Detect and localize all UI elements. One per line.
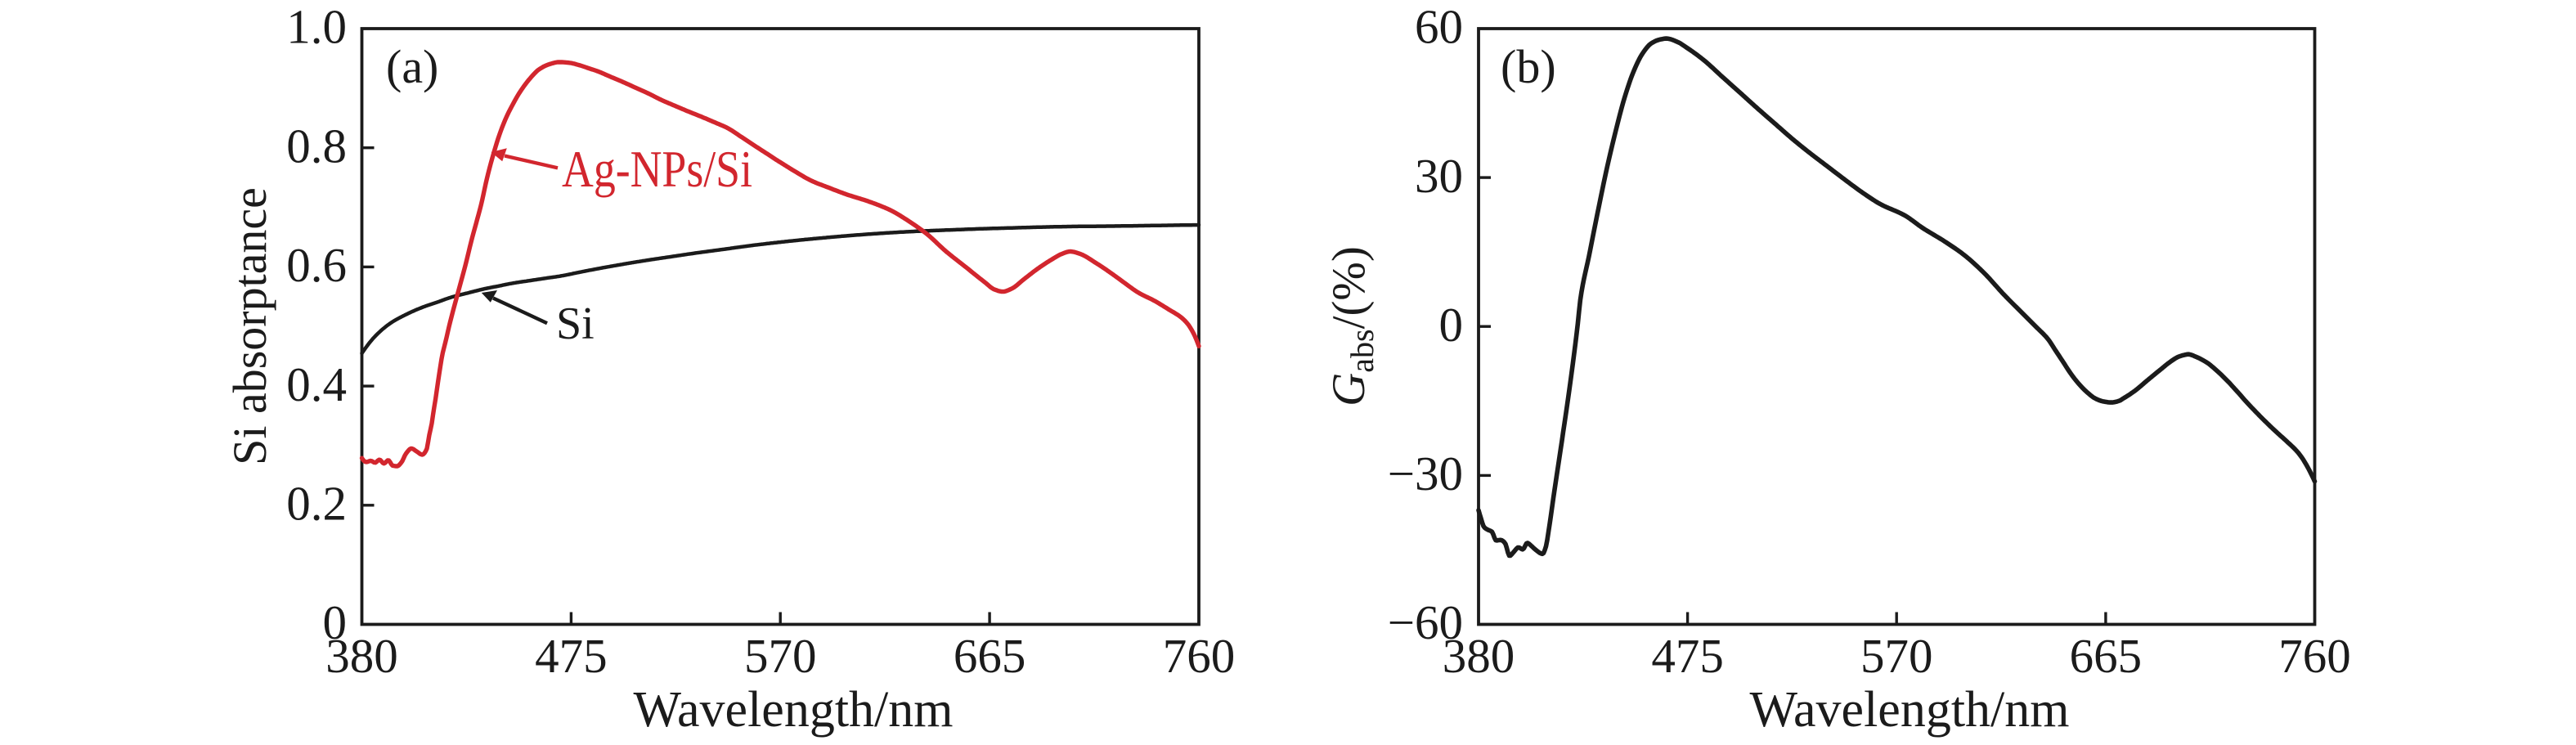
svg-text:−60: −60 — [1388, 595, 1463, 649]
svg-text:380: 380 — [1443, 629, 1515, 683]
svg-text:475: 475 — [535, 629, 608, 683]
svg-text:Gabs/(%): Gabs/(%) — [1323, 246, 1380, 406]
svg-text:665: 665 — [954, 629, 1026, 683]
svg-text:0.6: 0.6 — [286, 238, 347, 292]
svg-text:760: 760 — [2278, 629, 2351, 683]
svg-text:−30: −30 — [1388, 447, 1463, 500]
svg-text:(b): (b) — [1501, 40, 1556, 93]
svg-text:Si absorptance: Si absorptance — [223, 187, 276, 465]
svg-text:60: 60 — [1415, 0, 1463, 54]
svg-text:30: 30 — [1415, 149, 1463, 203]
svg-text:Wavelength/nm: Wavelength/nm — [633, 682, 953, 738]
svg-text:(a): (a) — [386, 40, 438, 93]
svg-text:0.8: 0.8 — [286, 119, 347, 173]
svg-text:475: 475 — [1651, 629, 1724, 683]
svg-text:760: 760 — [1163, 629, 1236, 683]
svg-text:380: 380 — [325, 629, 398, 683]
svg-text:Ag-NPs/Si: Ag-NPs/Si — [562, 140, 752, 198]
svg-text:0: 0 — [1439, 298, 1464, 352]
svg-text:570: 570 — [744, 629, 817, 683]
svg-text:0: 0 — [323, 595, 348, 649]
svg-text:Wavelength/nm: Wavelength/nm — [1749, 682, 2069, 738]
svg-text:0.4: 0.4 — [286, 357, 347, 411]
svg-text:570: 570 — [1860, 629, 1933, 683]
svg-text:Si: Si — [556, 298, 595, 349]
svg-text:665: 665 — [2070, 629, 2143, 683]
svg-text:1.0: 1.0 — [286, 0, 347, 54]
svg-text:0.2: 0.2 — [286, 477, 347, 531]
